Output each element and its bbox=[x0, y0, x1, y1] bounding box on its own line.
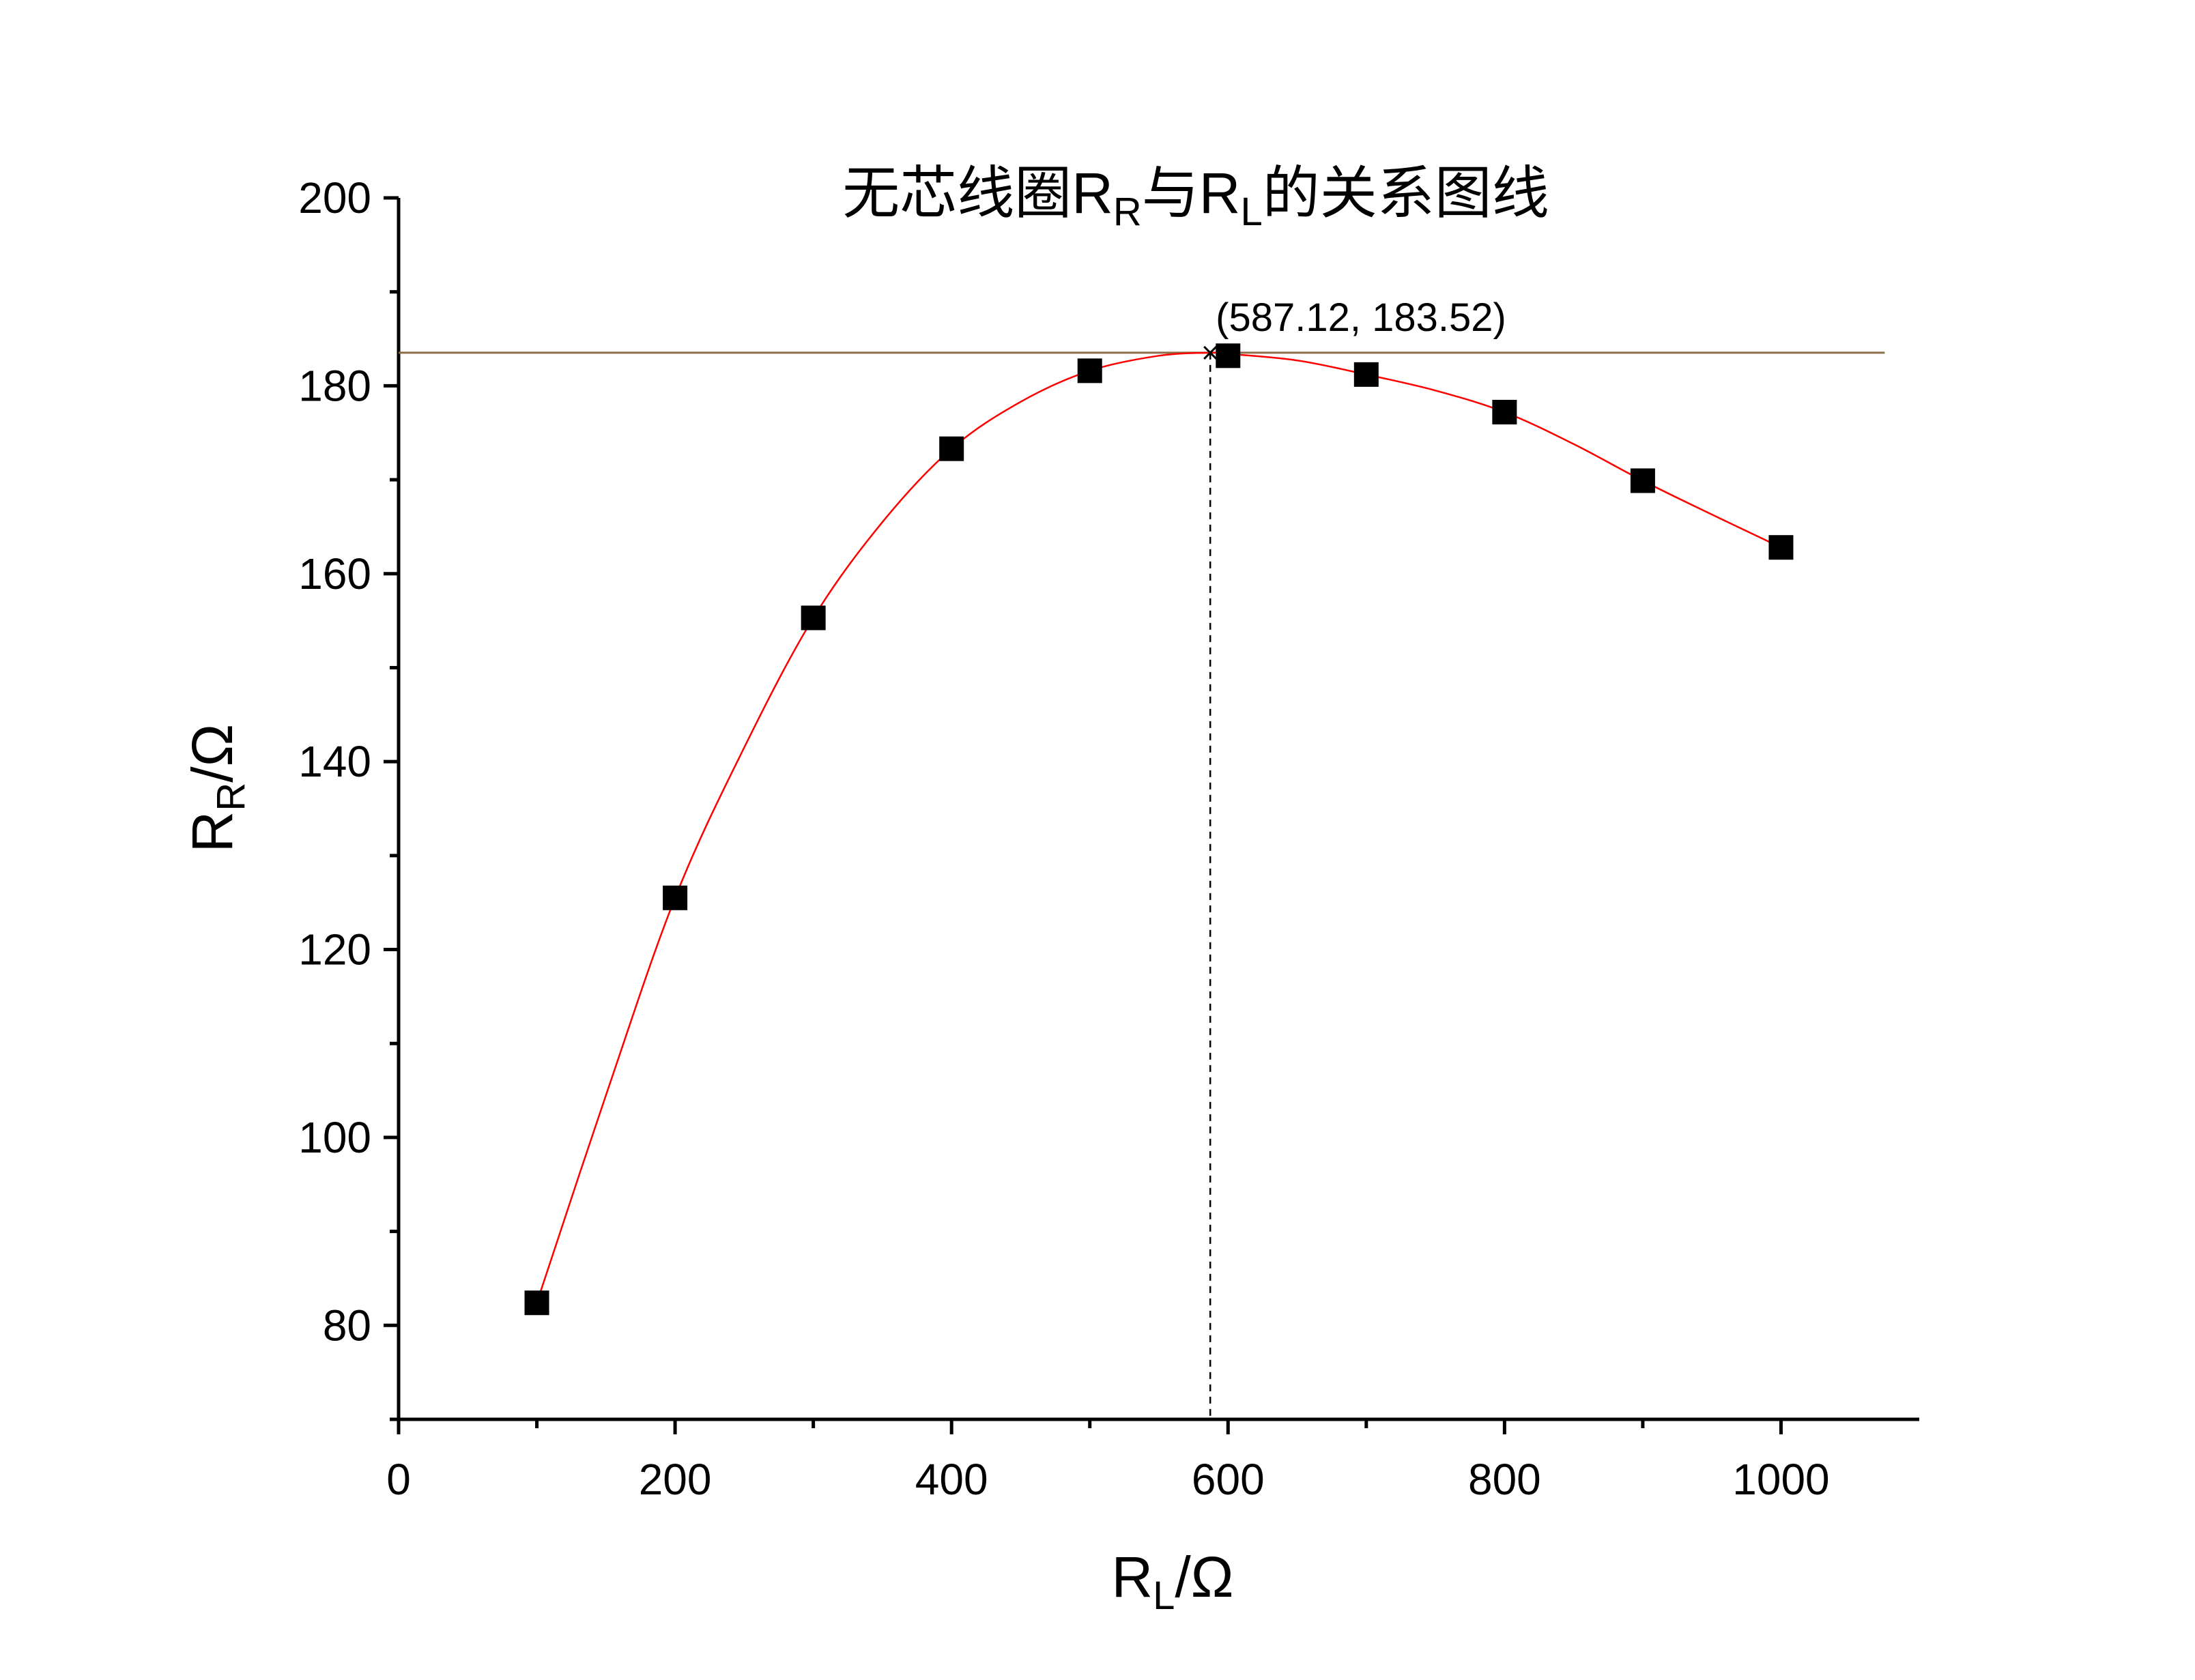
x-tick-label: 400 bbox=[915, 1455, 988, 1504]
x-tick-label: 0 bbox=[386, 1455, 411, 1504]
data-point bbox=[1768, 535, 1794, 560]
max-marker-stroke bbox=[1203, 345, 1218, 360]
data-point bbox=[663, 885, 688, 910]
data-point bbox=[1353, 362, 1379, 387]
data-point bbox=[524, 1290, 549, 1316]
data-point bbox=[801, 605, 826, 631]
title-sub1: R bbox=[1113, 190, 1142, 234]
y-tick-label: 200 bbox=[298, 173, 371, 222]
max-point-marker bbox=[1203, 345, 1218, 360]
x-axis-title: RL/Ω bbox=[1111, 1545, 1233, 1618]
x-ticks: 0 200 400 600 800 1000 bbox=[386, 1419, 1830, 1504]
max-point-label: (587.12, 183.52) bbox=[1216, 295, 1506, 340]
fit-curve bbox=[536, 351, 1781, 1303]
data-points bbox=[524, 343, 1794, 1316]
x-tick-label: 200 bbox=[639, 1455, 712, 1504]
y-tick-label: 180 bbox=[298, 361, 371, 410]
title-prefix: 无芯线圈R bbox=[842, 161, 1113, 225]
title-suffix: 的关系图线 bbox=[1263, 161, 1549, 225]
title-mid: 与R bbox=[1142, 161, 1241, 225]
x-axis-title-unit: /Ω bbox=[1175, 1545, 1233, 1609]
y-tick-label: 80 bbox=[323, 1301, 371, 1350]
x-tick-label: 600 bbox=[1192, 1455, 1265, 1504]
data-point bbox=[1630, 468, 1655, 493]
y-axis-title: RR/Ω bbox=[180, 724, 253, 853]
data-point bbox=[939, 436, 964, 461]
y-axis-title-sub: R bbox=[209, 783, 253, 811]
y-axis-title-unit: /Ω bbox=[180, 724, 244, 783]
x-axis-title-sub: L bbox=[1153, 1574, 1175, 1618]
y-tick-label: 140 bbox=[298, 737, 371, 786]
y-tick-label: 120 bbox=[298, 925, 371, 974]
x-tick-label: 1000 bbox=[1732, 1455, 1829, 1504]
data-point bbox=[1216, 343, 1241, 368]
title-sub2: L bbox=[1240, 190, 1262, 234]
x-axis-title-main: R bbox=[1111, 1545, 1153, 1609]
y-axis-title-main: R bbox=[180, 811, 244, 853]
data-point bbox=[1492, 399, 1517, 424]
y-ticks: 80 100 120 140 160 180 200 bbox=[298, 173, 399, 1421]
x-tick-label: 800 bbox=[1468, 1455, 1541, 1504]
data-point bbox=[1077, 358, 1102, 383]
chart-title: 无芯线圈RR与RL的关系图线 bbox=[842, 161, 1549, 234]
y-tick-label: 160 bbox=[298, 549, 371, 598]
y-tick-label: 100 bbox=[298, 1113, 371, 1162]
